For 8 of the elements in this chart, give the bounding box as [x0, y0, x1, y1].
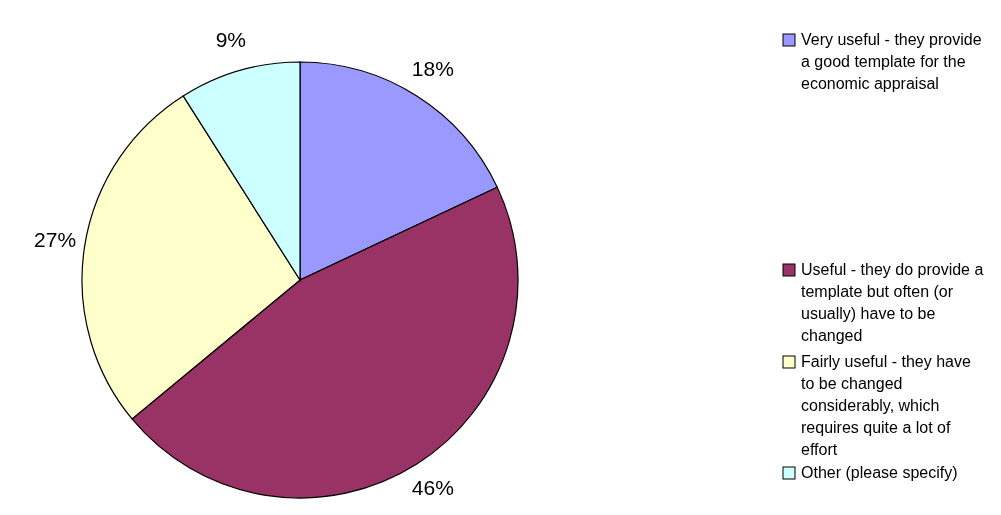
- legend-label: Useful - they do provide a template but often (or usually) have to be changed: [801, 261, 984, 344]
- data-label: 46%: [411, 475, 454, 499]
- data-label: 18%: [411, 57, 454, 81]
- data-label: 9%: [215, 28, 246, 52]
- legend-label: Fairly useful - they have to be changed considerably, which requires quite a lot of effort: [801, 353, 971, 458]
- legend-label: Very useful - they provide a good template for the economic appraisal: [801, 31, 982, 92]
- data-label: 27%: [34, 227, 77, 251]
- legend-label: Other (please specify): [801, 464, 958, 481]
